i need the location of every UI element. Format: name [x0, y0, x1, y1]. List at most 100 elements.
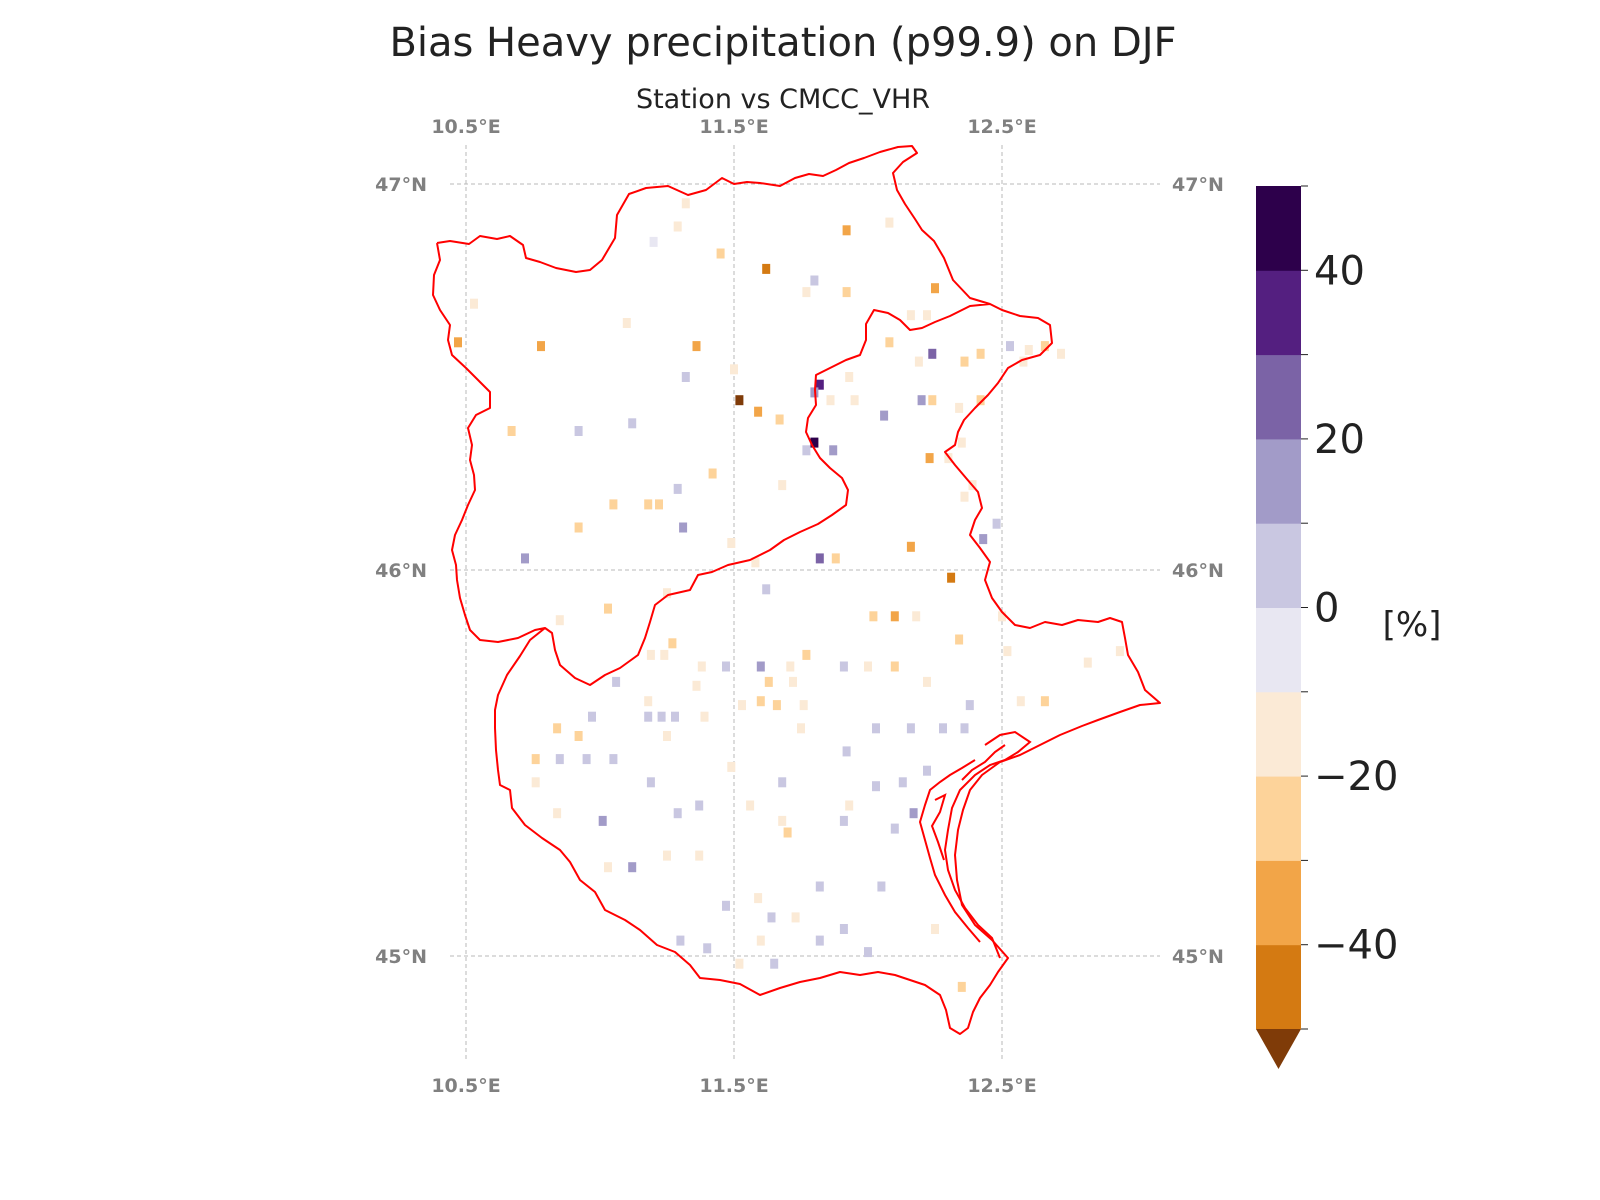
- bias-cell: [668, 638, 677, 649]
- bias-cell: [644, 696, 653, 707]
- bias-cell: [885, 337, 894, 348]
- graticule: [450, 145, 1160, 1060]
- bias-cell: [708, 468, 717, 479]
- bias-cell: [574, 426, 583, 436]
- bias-cell: [778, 480, 787, 491]
- lat-tick-label-left: 46°N: [375, 560, 427, 582]
- bias-cell: [657, 711, 666, 722]
- bias-cell: [454, 337, 462, 348]
- bias-cell: [1057, 348, 1065, 359]
- lat-tick-label-right: 46°N: [1172, 560, 1224, 582]
- bias-cell: [885, 217, 894, 228]
- lat-tick-label-right: 45°N: [1172, 946, 1224, 968]
- bias-cell: [756, 661, 765, 672]
- bias-cell: [786, 661, 795, 672]
- region-outline: [432, 145, 1161, 1035]
- bias-cell: [646, 649, 655, 660]
- bias-cell: [673, 483, 682, 494]
- bias-cell: [681, 372, 690, 382]
- bias-cell: [797, 723, 805, 734]
- bias-cell: [778, 815, 787, 826]
- bias-cell: [727, 538, 736, 548]
- colorbar-tick-label: 40: [1314, 248, 1365, 294]
- bias-cell: [762, 584, 771, 595]
- lon-tick-label-bottom: 12.5°E: [967, 1075, 1036, 1097]
- bias-cell: [746, 800, 755, 811]
- bias-cell: [1040, 341, 1049, 352]
- colorbar-segment: [1256, 944, 1301, 1030]
- bias-cell: [555, 615, 564, 626]
- bias-cell: [553, 808, 562, 819]
- bias-cell: [604, 862, 612, 873]
- lat-tick-label-left: 47°N: [375, 174, 427, 196]
- bias-cell: [772, 700, 781, 711]
- bias-cell: [791, 912, 800, 923]
- bias-cell: [898, 777, 907, 788]
- bias-cell: [778, 777, 787, 788]
- bias-cell: [1040, 696, 1049, 707]
- lon-tick-label-top: 12.5°E: [967, 116, 1036, 138]
- bias-cell: [992, 518, 1001, 529]
- bias-cell: [923, 765, 931, 776]
- bias-cell: [598, 815, 607, 826]
- bias-cell: [939, 723, 947, 734]
- colorbar: 40 20 0 −20 −40 [%]: [1256, 185, 1441, 1069]
- bias-cell: [925, 453, 934, 464]
- bias-cell: [845, 372, 854, 382]
- bias-cell: [842, 287, 851, 298]
- bias-cell: [928, 395, 937, 406]
- bias-cell: [829, 445, 838, 456]
- bias-cell: [815, 881, 824, 892]
- colorbar-segment: [1256, 186, 1301, 271]
- colorbar-segment: [1256, 860, 1301, 946]
- bias-cell: [960, 356, 969, 367]
- bias-cell: [864, 661, 872, 672]
- bias-cell: [955, 402, 964, 413]
- bias-cell: [864, 947, 872, 958]
- bias-cell: [676, 935, 685, 946]
- bias-cell: [646, 777, 655, 788]
- bias-cell: [880, 410, 889, 421]
- bias-cell: [912, 611, 921, 622]
- bias-cell: [810, 275, 819, 286]
- bias-cell: [1024, 345, 1033, 355]
- bias-cell: [644, 711, 653, 722]
- bias-cell: [507, 426, 516, 436]
- bias-cell: [649, 236, 658, 247]
- bias-cell: [1006, 341, 1014, 352]
- bias-cell: [609, 499, 618, 510]
- lon-tick-label-top: 10.5°E: [431, 116, 500, 138]
- lon-tick-label-bottom: 11.5°E: [699, 1075, 768, 1097]
- bias-cell: [909, 808, 918, 819]
- bias-cell: [531, 777, 540, 788]
- bias-cell: [802, 445, 811, 456]
- bias-cell: [692, 680, 701, 691]
- bias-cell: [695, 800, 704, 811]
- bias-cell: [671, 711, 679, 722]
- bias-cell: [1083, 657, 1092, 668]
- coordinate-labels: 10.5°E 10.5°E 11.5°E 11.5°E 12.5°E 12.5°E 47°N…: [375, 116, 1224, 1097]
- bias-cell: [931, 283, 939, 294]
- bias-cell: [890, 661, 899, 672]
- bias-cell: [917, 395, 926, 406]
- bias-cell: [537, 341, 545, 352]
- bias-cell: [839, 815, 848, 826]
- bias-cell: [663, 850, 671, 861]
- bias-cell: [802, 287, 811, 298]
- bias-cell: [735, 958, 744, 969]
- bias-cell: [756, 696, 765, 707]
- bias-cell: [727, 761, 736, 772]
- bias-cell: [931, 924, 939, 934]
- bias-cell: [700, 711, 709, 722]
- colorbar-segment: [1256, 523, 1301, 608]
- bias-cell: [703, 943, 712, 954]
- colorbar-segment: [1256, 438, 1301, 524]
- bias-cell: [906, 723, 915, 734]
- bias-cell: [826, 395, 835, 406]
- map-subtitle: Station vs CMCC_VHR: [636, 84, 930, 115]
- bias-cell: [574, 731, 583, 741]
- bias-cell: [960, 723, 969, 734]
- bias-cell: [906, 541, 915, 552]
- bias-cell: [799, 700, 808, 711]
